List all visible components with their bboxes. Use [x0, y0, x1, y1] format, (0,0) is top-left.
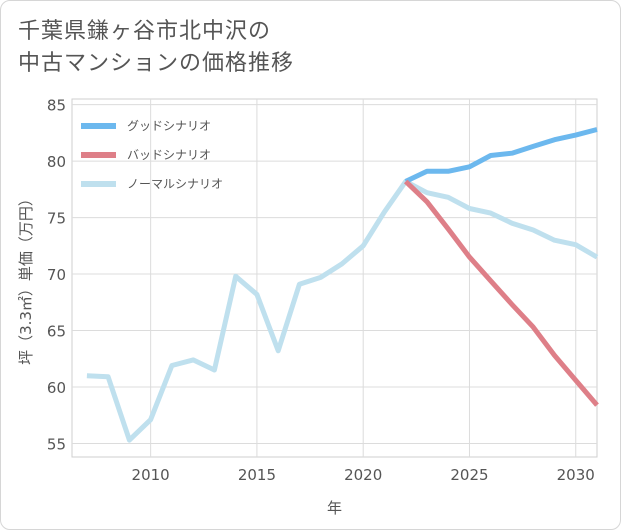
- x-tick-label: 2020: [344, 466, 382, 484]
- legend-label-2: ノーマルシナリオ: [127, 177, 223, 191]
- axes: 55 60 65 70 75 80 85 2010 2015 2020 2025 2030 年 坪（3.3…: [17, 97, 595, 517]
- chart-title-line2: 中古マンションの価格推移: [18, 51, 295, 76]
- y-tick-label: 65: [47, 323, 66, 341]
- y-tick-label: 70: [47, 266, 66, 284]
- y-tick-label: 55: [47, 435, 66, 453]
- y-axis-label: 坪（3.3㎡）単価（万円）: [17, 191, 35, 365]
- series-line-1: [403, 179, 599, 407]
- y-tick-label: 60: [47, 379, 66, 397]
- y-tick-label: 75: [47, 210, 66, 228]
- series-line-2: [86, 178, 599, 443]
- x-tick-label: 2025: [450, 466, 488, 484]
- y-tick-label: 80: [47, 153, 66, 171]
- y-tick-label: 85: [47, 97, 66, 115]
- x-axis-label: 年: [327, 499, 342, 517]
- legend-label-0: グッドシナリオ: [127, 119, 211, 133]
- x-tick-label: 2030: [557, 466, 595, 484]
- series-lines: [86, 127, 599, 443]
- chart-title: 千葉県鎌ヶ谷市北中沢の 中古マンションの価格推移: [18, 16, 294, 80]
- plot-border: [71, 98, 598, 458]
- legend-label-1: バッドシナリオ: [127, 148, 211, 162]
- series-line-0: [404, 127, 598, 184]
- grid: [71, 98, 598, 458]
- x-tick-label: 2015: [238, 466, 276, 484]
- x-tick-label: 2010: [132, 466, 170, 484]
- chart-title-line1: 千葉県鎌ヶ谷市北中沢の: [18, 19, 272, 44]
